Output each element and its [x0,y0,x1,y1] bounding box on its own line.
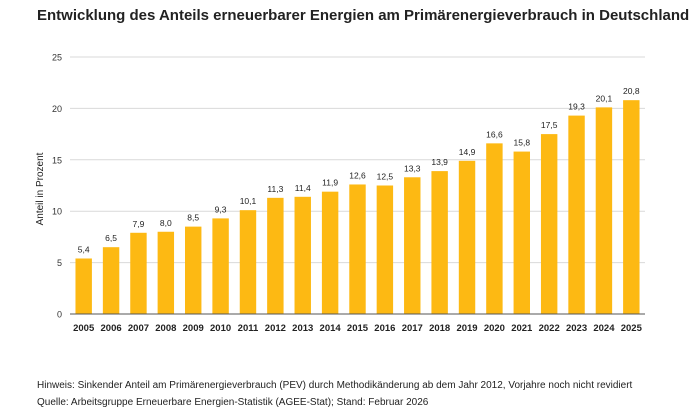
data-label: 20,8 [623,86,640,96]
data-label: 11,3 [267,184,283,194]
bar-2007 [130,232,147,314]
y-tick-label: 15 [52,155,62,165]
footnote-source: Quelle: Arbeitsgruppe Erneuerbare Energi… [37,397,429,408]
bar-2006 [102,247,120,314]
x-tick-label: 2023 [566,323,587,334]
y-tick-label: 0 [57,310,62,320]
bar-2021 [513,151,530,314]
data-label: 8,5 [187,213,199,223]
y-axis-label: Anteil in Prozent [35,152,46,225]
x-tick-label: 2012 [265,323,286,334]
x-tick-label: 2025 [621,323,643,334]
data-label: 13,9 [431,157,448,167]
x-tick-label: 2010 [210,323,231,334]
x-tick-label: 2018 [429,323,450,334]
bar-2009 [185,226,202,314]
bar-2015 [349,184,366,314]
data-label: 7,9 [133,219,145,229]
x-tick-labels: 2005 2006 2007 2008 2009 2010 2011 2012 2013 2014… [73,323,642,334]
bar-2023 [568,115,585,314]
data-label: 10,1 [240,196,257,206]
x-tick-label: 2021 [511,323,533,334]
x-tick-label: 2013 [292,323,313,334]
y-tick-labels: 0 5 10 15 20 25 [52,53,62,320]
bar-2011 [239,210,257,314]
x-tick-label: 2014 [320,323,342,334]
bar-2017 [404,177,421,314]
x-tick-label: 2024 [593,323,615,334]
data-label: 5,4 [78,244,90,254]
x-tick-label: 2015 [347,323,369,334]
x-tick-label: 2007 [128,323,149,334]
chart-title: Entwicklung des Anteils erneuerbarer Ene… [37,7,690,24]
data-label: 13,3 [404,163,421,173]
bar-2022 [540,134,558,314]
bar-2014 [321,191,339,314]
bar-2018 [431,171,448,314]
x-tick-label: 2016 [374,323,395,334]
y-tick-label: 25 [52,53,62,63]
x-tick-label: 2011 [238,323,259,334]
x-tick-label: 2006 [101,323,122,334]
bar-2008 [157,231,175,314]
data-label: 6,5 [105,233,117,243]
data-label: 15,8 [514,138,531,148]
y-tick-label: 20 [52,104,62,114]
data-labels: 5,4 6,5 7,9 8,0 8,5 9,3 10,1 11,3 11,4 11,9 12,6 12… [78,86,640,254]
bar-2025 [623,100,640,315]
data-label: 8,0 [160,218,172,228]
x-tick-label: 2005 [73,323,95,334]
data-label: 11,4 [295,183,311,193]
data-label: 12,5 [377,172,394,182]
bar-2012 [267,197,284,314]
x-tick-label: 2022 [539,323,560,334]
data-label: 16,6 [486,129,503,139]
data-label: 12,6 [349,170,366,180]
x-tick-label: 2008 [155,323,176,334]
data-label: 14,9 [459,147,476,157]
x-tick-label: 2020 [484,323,505,334]
x-tick-label: 2017 [402,323,423,334]
bar-2010 [212,218,229,314]
bar-2019 [458,160,476,314]
data-label: 17,5 [541,120,558,130]
bar-2005 [75,258,92,314]
bar-2020 [486,143,503,314]
bar-2024 [595,107,613,314]
bar-2016 [376,185,394,314]
bar-2013 [294,196,311,314]
x-tick-label: 2009 [183,323,204,334]
y-tick-label: 5 [57,258,62,268]
y-tick-label: 10 [52,207,62,217]
footnote-hinweis: Hinweis: Sinkender Anteil am Primärenerg… [37,380,633,391]
data-label: 19,3 [568,102,585,112]
bars [75,100,640,315]
x-tick-label: 2019 [456,323,477,334]
data-label: 9,3 [215,204,227,214]
data-label: 20,1 [596,93,613,103]
data-label: 11,9 [322,178,338,188]
